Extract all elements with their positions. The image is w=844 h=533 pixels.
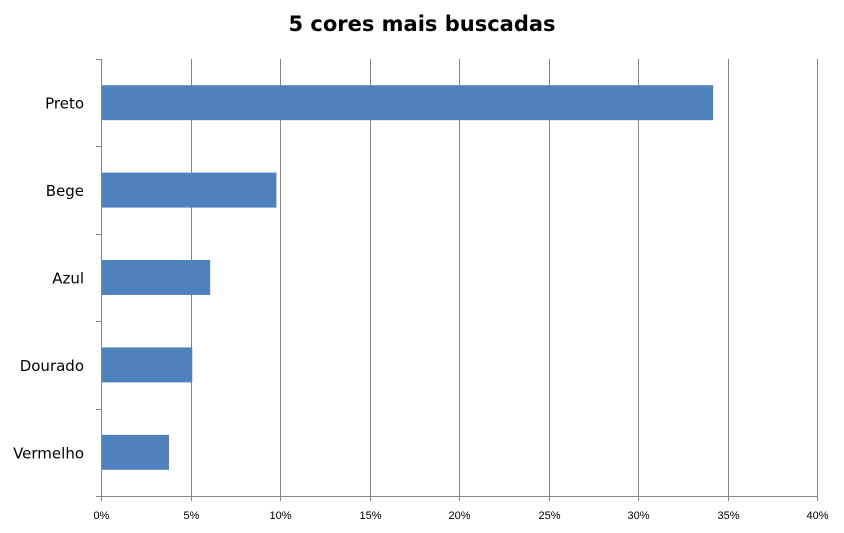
x-tick-label: 5%: [184, 510, 200, 522]
bar-bege: [102, 172, 277, 208]
bar-vermelho: [102, 434, 170, 470]
bar-azul: [102, 260, 211, 295]
y-category-label: Azul: [52, 270, 84, 288]
x-tick-label: 15%: [359, 510, 381, 522]
y-category-label: Vermelho: [13, 444, 84, 462]
x-tick-label: 10%: [269, 510, 291, 522]
x-tick-label: 40%: [806, 510, 828, 522]
x-tick-label: 0%: [94, 510, 110, 522]
bar-preto: [102, 85, 714, 121]
y-category-label: Bege: [46, 182, 84, 200]
x-tick-label: 20%: [448, 510, 470, 522]
bar-dourado: [102, 347, 193, 383]
x-tick-label: 35%: [717, 510, 739, 522]
x-tick-label: 25%: [538, 510, 560, 522]
x-tick-label: 30%: [627, 510, 649, 522]
chart-title: 5 cores mais buscadas: [288, 12, 556, 36]
y-category-label: Dourado: [20, 357, 84, 375]
y-category-label: Preto: [45, 95, 84, 113]
